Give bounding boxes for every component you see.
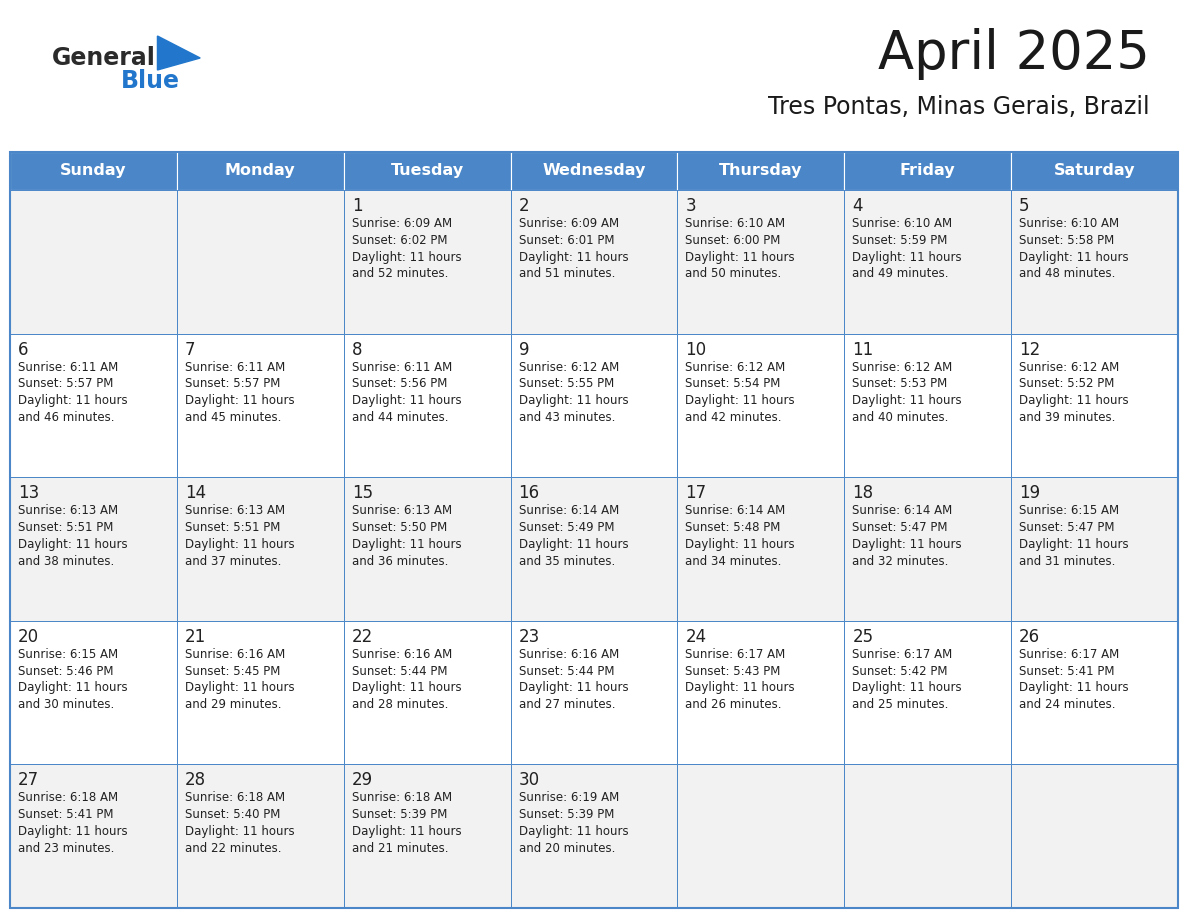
Text: Sunrise: 6:16 AM
Sunset: 5:45 PM
Daylight: 11 hours
and 29 minutes.: Sunrise: 6:16 AM Sunset: 5:45 PM Dayligh… — [185, 648, 295, 711]
Text: 12: 12 — [1019, 341, 1041, 359]
Text: 1: 1 — [352, 197, 362, 215]
Text: Sunrise: 6:17 AM
Sunset: 5:42 PM
Daylight: 11 hours
and 25 minutes.: Sunrise: 6:17 AM Sunset: 5:42 PM Dayligh… — [852, 648, 962, 711]
Text: Wednesday: Wednesday — [542, 163, 646, 178]
Text: Sunrise: 6:11 AM
Sunset: 5:57 PM
Daylight: 11 hours
and 46 minutes.: Sunrise: 6:11 AM Sunset: 5:57 PM Dayligh… — [18, 361, 127, 424]
Text: Sunrise: 6:12 AM
Sunset: 5:52 PM
Daylight: 11 hours
and 39 minutes.: Sunrise: 6:12 AM Sunset: 5:52 PM Dayligh… — [1019, 361, 1129, 424]
Text: Sunrise: 6:13 AM
Sunset: 5:50 PM
Daylight: 11 hours
and 36 minutes.: Sunrise: 6:13 AM Sunset: 5:50 PM Dayligh… — [352, 504, 461, 567]
Text: Sunrise: 6:13 AM
Sunset: 5:51 PM
Daylight: 11 hours
and 37 minutes.: Sunrise: 6:13 AM Sunset: 5:51 PM Dayligh… — [185, 504, 295, 567]
Text: Sunrise: 6:14 AM
Sunset: 5:48 PM
Daylight: 11 hours
and 34 minutes.: Sunrise: 6:14 AM Sunset: 5:48 PM Dayligh… — [685, 504, 795, 567]
Text: 2: 2 — [519, 197, 529, 215]
Text: 18: 18 — [852, 484, 873, 502]
Text: Sunrise: 6:11 AM
Sunset: 5:56 PM
Daylight: 11 hours
and 44 minutes.: Sunrise: 6:11 AM Sunset: 5:56 PM Dayligh… — [352, 361, 461, 424]
Text: Sunrise: 6:10 AM
Sunset: 5:59 PM
Daylight: 11 hours
and 49 minutes.: Sunrise: 6:10 AM Sunset: 5:59 PM Dayligh… — [852, 217, 962, 280]
Text: Sunrise: 6:11 AM
Sunset: 5:57 PM
Daylight: 11 hours
and 45 minutes.: Sunrise: 6:11 AM Sunset: 5:57 PM Dayligh… — [185, 361, 295, 424]
Text: Sunrise: 6:09 AM
Sunset: 6:02 PM
Daylight: 11 hours
and 52 minutes.: Sunrise: 6:09 AM Sunset: 6:02 PM Dayligh… — [352, 217, 461, 280]
Text: Friday: Friday — [899, 163, 955, 178]
Text: 16: 16 — [519, 484, 539, 502]
Text: 10: 10 — [685, 341, 707, 359]
Text: Monday: Monday — [225, 163, 296, 178]
Text: 3: 3 — [685, 197, 696, 215]
Text: 17: 17 — [685, 484, 707, 502]
Text: Sunday: Sunday — [61, 163, 127, 178]
Text: 23: 23 — [519, 628, 539, 645]
Text: 11: 11 — [852, 341, 873, 359]
Text: 29: 29 — [352, 771, 373, 789]
Text: Sunrise: 6:10 AM
Sunset: 5:58 PM
Daylight: 11 hours
and 48 minutes.: Sunrise: 6:10 AM Sunset: 5:58 PM Dayligh… — [1019, 217, 1129, 280]
Text: Sunrise: 6:16 AM
Sunset: 5:44 PM
Daylight: 11 hours
and 28 minutes.: Sunrise: 6:16 AM Sunset: 5:44 PM Dayligh… — [352, 648, 461, 711]
Text: Sunrise: 6:12 AM
Sunset: 5:53 PM
Daylight: 11 hours
and 40 minutes.: Sunrise: 6:12 AM Sunset: 5:53 PM Dayligh… — [852, 361, 962, 424]
Text: Sunrise: 6:18 AM
Sunset: 5:40 PM
Daylight: 11 hours
and 22 minutes.: Sunrise: 6:18 AM Sunset: 5:40 PM Dayligh… — [185, 791, 295, 855]
Text: 14: 14 — [185, 484, 206, 502]
Text: Tres Pontas, Minas Gerais, Brazil: Tres Pontas, Minas Gerais, Brazil — [769, 95, 1150, 119]
Text: Sunrise: 6:19 AM
Sunset: 5:39 PM
Daylight: 11 hours
and 20 minutes.: Sunrise: 6:19 AM Sunset: 5:39 PM Dayligh… — [519, 791, 628, 855]
Text: Sunrise: 6:13 AM
Sunset: 5:51 PM
Daylight: 11 hours
and 38 minutes.: Sunrise: 6:13 AM Sunset: 5:51 PM Dayligh… — [18, 504, 127, 567]
Text: 6: 6 — [18, 341, 29, 359]
Text: Tuesday: Tuesday — [391, 163, 463, 178]
Text: Sunrise: 6:18 AM
Sunset: 5:39 PM
Daylight: 11 hours
and 21 minutes.: Sunrise: 6:18 AM Sunset: 5:39 PM Dayligh… — [352, 791, 461, 855]
Text: 8: 8 — [352, 341, 362, 359]
Text: Sunrise: 6:18 AM
Sunset: 5:41 PM
Daylight: 11 hours
and 23 minutes.: Sunrise: 6:18 AM Sunset: 5:41 PM Dayligh… — [18, 791, 127, 855]
Text: Sunrise: 6:12 AM
Sunset: 5:55 PM
Daylight: 11 hours
and 43 minutes.: Sunrise: 6:12 AM Sunset: 5:55 PM Dayligh… — [519, 361, 628, 424]
Text: Sunrise: 6:14 AM
Sunset: 5:49 PM
Daylight: 11 hours
and 35 minutes.: Sunrise: 6:14 AM Sunset: 5:49 PM Dayligh… — [519, 504, 628, 567]
Text: Sunrise: 6:12 AM
Sunset: 5:54 PM
Daylight: 11 hours
and 42 minutes.: Sunrise: 6:12 AM Sunset: 5:54 PM Dayligh… — [685, 361, 795, 424]
Text: 7: 7 — [185, 341, 195, 359]
Text: Sunrise: 6:17 AM
Sunset: 5:43 PM
Daylight: 11 hours
and 26 minutes.: Sunrise: 6:17 AM Sunset: 5:43 PM Dayligh… — [685, 648, 795, 711]
Text: 9: 9 — [519, 341, 529, 359]
Text: Saturday: Saturday — [1054, 163, 1136, 178]
Text: Sunrise: 6:17 AM
Sunset: 5:41 PM
Daylight: 11 hours
and 24 minutes.: Sunrise: 6:17 AM Sunset: 5:41 PM Dayligh… — [1019, 648, 1129, 711]
Polygon shape — [158, 36, 201, 70]
Text: 27: 27 — [18, 771, 39, 789]
Text: 21: 21 — [185, 628, 206, 645]
Text: April 2025: April 2025 — [878, 28, 1150, 80]
Text: 20: 20 — [18, 628, 39, 645]
Text: Sunrise: 6:14 AM
Sunset: 5:47 PM
Daylight: 11 hours
and 32 minutes.: Sunrise: 6:14 AM Sunset: 5:47 PM Dayligh… — [852, 504, 962, 567]
Text: Sunrise: 6:10 AM
Sunset: 6:00 PM
Daylight: 11 hours
and 50 minutes.: Sunrise: 6:10 AM Sunset: 6:00 PM Dayligh… — [685, 217, 795, 280]
Text: 22: 22 — [352, 628, 373, 645]
Text: Sunrise: 6:16 AM
Sunset: 5:44 PM
Daylight: 11 hours
and 27 minutes.: Sunrise: 6:16 AM Sunset: 5:44 PM Dayligh… — [519, 648, 628, 711]
Text: 4: 4 — [852, 197, 862, 215]
Text: Sunrise: 6:15 AM
Sunset: 5:46 PM
Daylight: 11 hours
and 30 minutes.: Sunrise: 6:15 AM Sunset: 5:46 PM Dayligh… — [18, 648, 127, 711]
Text: 28: 28 — [185, 771, 206, 789]
Text: 26: 26 — [1019, 628, 1041, 645]
Text: 30: 30 — [519, 771, 539, 789]
Text: 5: 5 — [1019, 197, 1030, 215]
Text: Sunrise: 6:09 AM
Sunset: 6:01 PM
Daylight: 11 hours
and 51 minutes.: Sunrise: 6:09 AM Sunset: 6:01 PM Dayligh… — [519, 217, 628, 280]
Text: 19: 19 — [1019, 484, 1041, 502]
Text: Thursday: Thursday — [719, 163, 803, 178]
Text: Blue: Blue — [120, 69, 179, 93]
Text: 13: 13 — [18, 484, 39, 502]
Text: 25: 25 — [852, 628, 873, 645]
Text: 24: 24 — [685, 628, 707, 645]
Text: General: General — [52, 46, 156, 70]
Text: Sunrise: 6:15 AM
Sunset: 5:47 PM
Daylight: 11 hours
and 31 minutes.: Sunrise: 6:15 AM Sunset: 5:47 PM Dayligh… — [1019, 504, 1129, 567]
Text: 15: 15 — [352, 484, 373, 502]
